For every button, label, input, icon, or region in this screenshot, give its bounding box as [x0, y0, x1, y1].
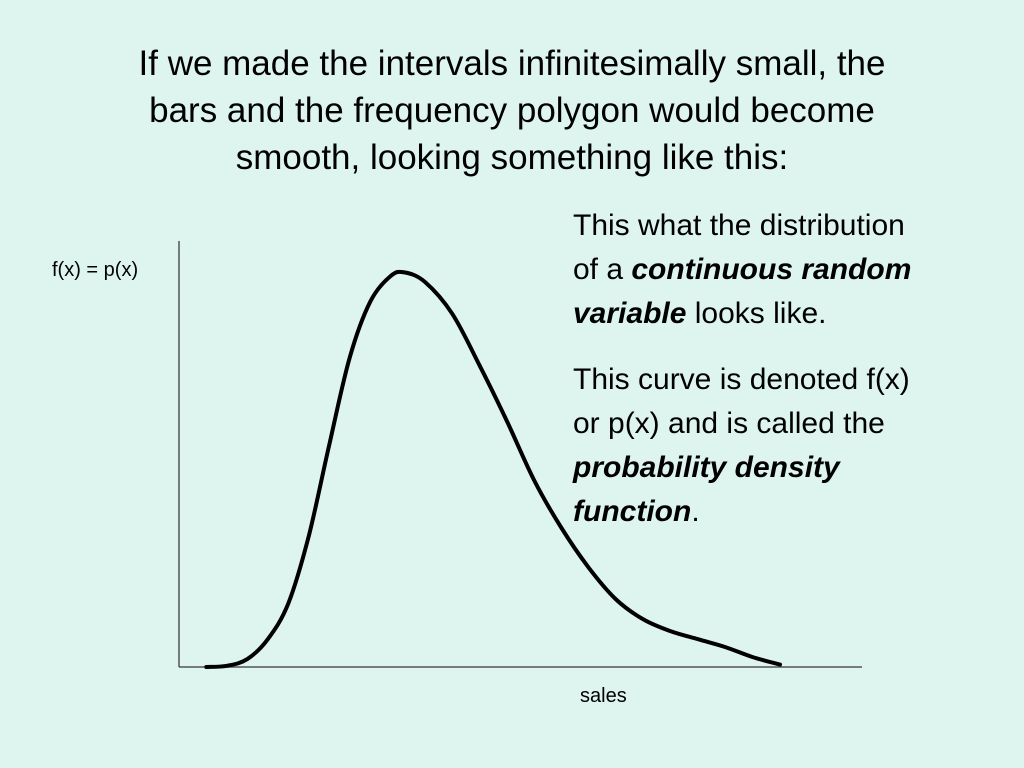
- para1-line-2: of a continuous random: [573, 248, 1013, 292]
- term-function: function: [573, 495, 692, 528]
- para2-line-3: probability density: [573, 446, 1013, 490]
- para2-line-1: This curve is denoted f(x): [573, 363, 910, 396]
- paragraph-continuous-variable: This what the distribution of a continuo…: [573, 204, 1013, 336]
- title-line-1: If we made the intervals infinitesimally…: [138, 44, 886, 83]
- title-line-3: smooth, looking something like this:: [235, 138, 789, 177]
- para2-line-4: function.: [573, 490, 1013, 534]
- para1-line-2-text: of a: [573, 253, 632, 286]
- para2-line-2: or p(x) and is called the: [573, 407, 885, 440]
- term-probability-density: probability density: [573, 451, 840, 484]
- density-curve: [204, 269, 782, 669]
- slide-title: If we made the intervals infinitesimally…: [40, 40, 984, 181]
- term-variable: variable: [573, 297, 687, 330]
- y-axis-label: f(x) = p(x): [52, 259, 139, 281]
- term-continuous-random: continuous random: [631, 253, 912, 286]
- para1-line-3-text: looks like.: [686, 297, 827, 330]
- paragraph-density-function: This curve is denoted f(x) or p(x) and i…: [573, 358, 1013, 534]
- x-axis-label: sales: [580, 685, 627, 707]
- para1-line-3: variable looks like.: [573, 292, 1013, 336]
- explanation-text: This what the distribution of a continuo…: [573, 204, 1013, 534]
- title-line-2: bars and the frequency polygon would bec…: [149, 91, 875, 130]
- para1-line-1: This what the distribution: [573, 209, 905, 242]
- para2-line-4-text: .: [691, 495, 700, 528]
